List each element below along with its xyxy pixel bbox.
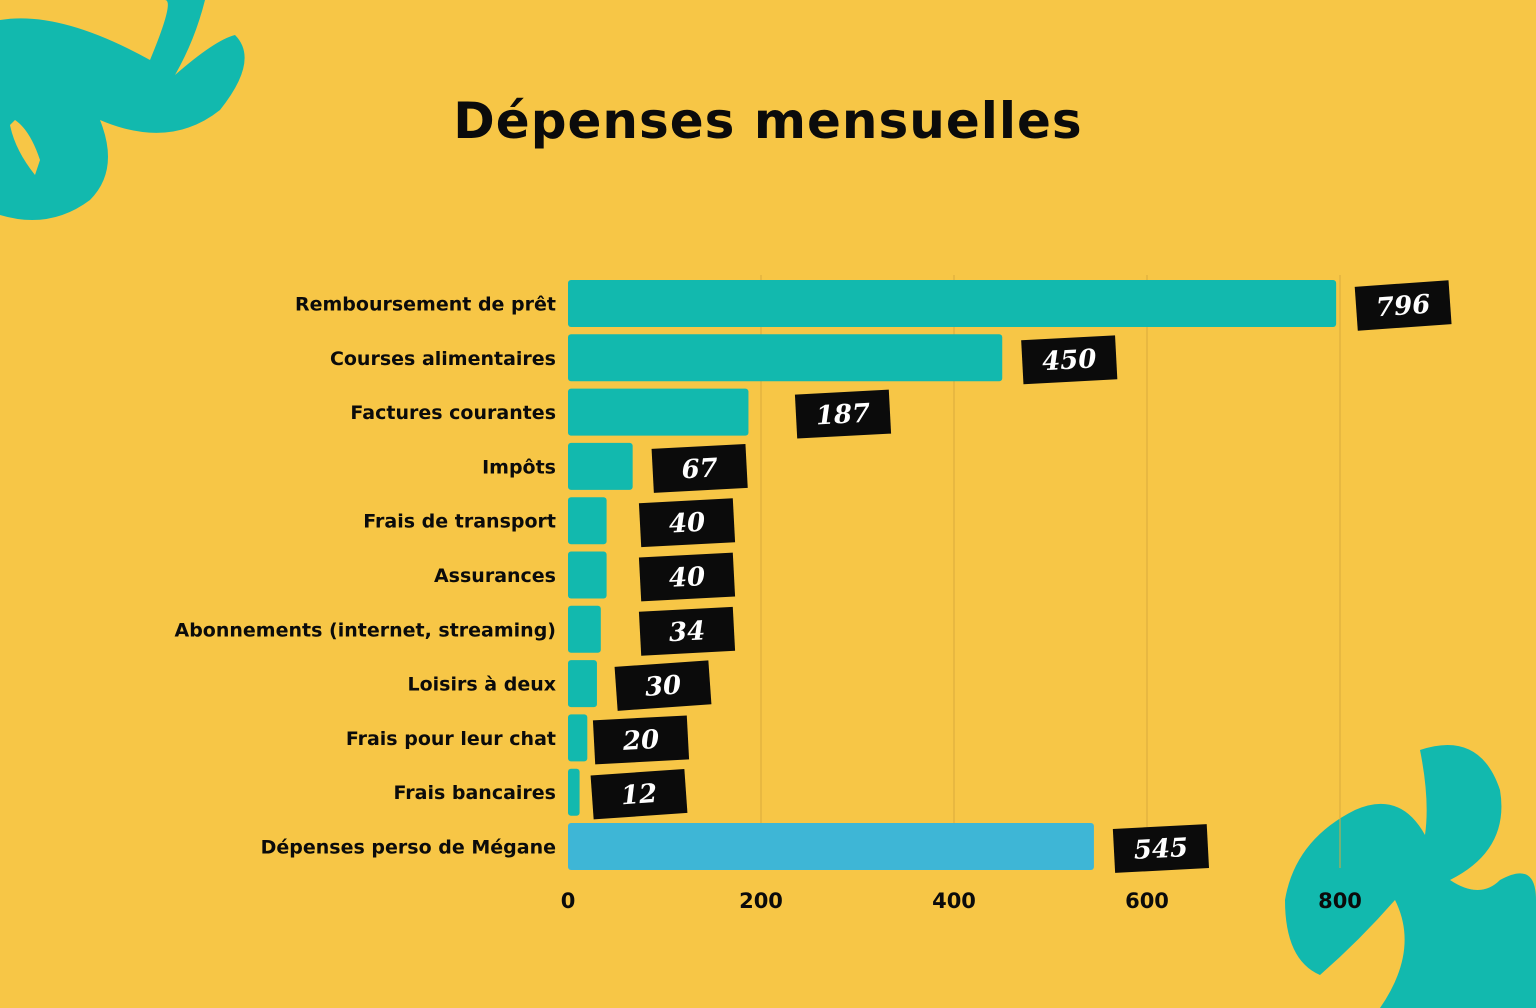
data-label-text-9: 20 (621, 725, 660, 757)
category-label-1: Remboursement de prêt (295, 294, 556, 316)
bar-6 (568, 551, 607, 599)
decoration-top-left-notch (10, 120, 40, 175)
category-label-10: Frais bancaires (393, 782, 556, 804)
data-label-2: 450 (1021, 335, 1118, 385)
data-label-text-5: 40 (668, 508, 706, 540)
data-label-box-6 (638, 552, 736, 602)
data-label-box-1 (1354, 280, 1452, 331)
data-label-box-11 (1112, 824, 1210, 873)
bar-5 (568, 497, 607, 545)
bar-2 (568, 334, 1003, 382)
data-label-text-4: 67 (681, 453, 719, 485)
data-label-text-6: 40 (668, 562, 706, 594)
data-label-7: 34 (638, 606, 736, 656)
data-label-5: 40 (638, 498, 736, 548)
decoration-top-left-swirl (0, 0, 245, 220)
data-label-9: 20 (592, 715, 690, 765)
data-label-box-2 (1021, 335, 1118, 385)
data-label-box-9 (592, 715, 690, 765)
category-label-2: Courses alimentaires (330, 348, 556, 370)
data-label-10: 12 (590, 768, 688, 820)
bar-7 (568, 605, 601, 653)
category-label-5: Frais de transport (363, 511, 556, 533)
x-tick-label-600: 600 (1125, 889, 1169, 913)
data-label-text-8: 30 (644, 670, 682, 702)
data-label-1: 796 (1354, 280, 1452, 331)
category-label-7: Abonnements (internet, streaming) (175, 619, 557, 641)
category-label-4: Impôts (482, 456, 556, 478)
data-label-box-5 (638, 498, 736, 548)
bar-8 (568, 660, 597, 708)
bar-1 (568, 280, 1337, 327)
category-label-8: Loisirs à deux (408, 674, 557, 696)
x-tick-label-800: 800 (1318, 889, 1362, 913)
data-label-text-3: 187 (815, 399, 871, 432)
data-label-box-7 (638, 606, 736, 656)
decoration-bottom-right-swirl (1285, 745, 1536, 1008)
data-label-text-2: 450 (1041, 344, 1097, 377)
category-label-11: Dépenses perso de Mégane (261, 837, 556, 859)
data-label-11: 545 (1112, 824, 1210, 873)
bar-11 (568, 823, 1094, 870)
data-label-text-7: 34 (668, 616, 706, 648)
bar-3 (568, 388, 749, 436)
data-label-box-3 (794, 389, 892, 439)
category-label-3: Factures courantes (350, 402, 556, 424)
data-label-text-1: 796 (1375, 290, 1431, 324)
bar-10 (568, 768, 580, 816)
data-label-6: 40 (638, 552, 736, 602)
data-label-text-11: 545 (1133, 833, 1189, 866)
category-label-9: Frais pour leur chat (346, 728, 556, 750)
data-label-box-4 (651, 443, 748, 493)
data-label-box-8 (614, 660, 712, 711)
category-label-6: Assurances (434, 565, 556, 587)
data-label-4: 67 (651, 443, 748, 493)
bar-9 (568, 714, 588, 762)
bar-4 (568, 442, 633, 490)
chart-title: Dépenses mensuelles (453, 92, 1083, 150)
data-label-text-10: 12 (620, 779, 658, 811)
data-label-box-10 (590, 768, 688, 820)
x-tick-label-200: 200 (739, 889, 783, 913)
data-label-8: 30 (614, 660, 712, 711)
x-tick-label-0: 0 (561, 889, 576, 913)
x-tick-label-400: 400 (932, 889, 976, 913)
data-label-3: 187 (794, 389, 892, 439)
